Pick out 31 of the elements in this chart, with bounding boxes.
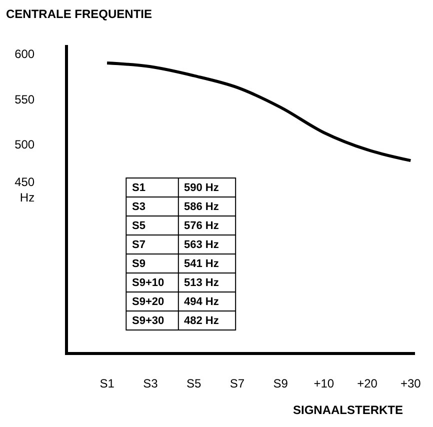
annotation: S1 <box>132 182 146 194</box>
annotation: S9+30 <box>132 315 164 327</box>
x-tick-label: S3 <box>143 376 158 390</box>
annotation: 513 Hz <box>184 277 220 289</box>
annotation: 563 Hz <box>184 239 220 251</box>
annotation: S3 <box>132 201 146 213</box>
x-axis-title: SIGNAALSTERKTE <box>293 403 404 417</box>
annotation: S9+10 <box>132 277 164 289</box>
x-tick-label: S5 <box>186 376 202 390</box>
annotation: 482 Hz <box>184 315 220 327</box>
annotation: S9 <box>132 258 146 270</box>
line-series <box>106 62 412 162</box>
x-tick-label: +20 <box>357 376 378 390</box>
annotation: S7 <box>132 239 146 251</box>
chart-title: CENTRALE FREQUENTIE <box>6 7 152 21</box>
x-tick-label: +30 <box>400 376 422 390</box>
annotation: 586 Hz <box>184 201 220 213</box>
x-tick-label: S1 <box>100 376 115 390</box>
annotation: 590 Hz <box>184 182 220 194</box>
y-tick-label: 450 Hz <box>14 174 35 204</box>
annotation: 494 Hz <box>184 296 220 308</box>
x-tick-label: +10 <box>314 376 334 390</box>
x-tick-label: S9 <box>273 376 288 390</box>
y-tick-label: 600 <box>14 47 35 62</box>
annotation: 541 Hz <box>184 258 220 270</box>
y-tick-label: 550 <box>14 92 35 106</box>
y-tick-label: 500 <box>14 138 35 152</box>
annotation: S9+20 <box>132 296 164 308</box>
annotation: S5 <box>132 220 146 232</box>
annotation: 576 Hz <box>184 220 220 232</box>
x-tick-label: S7 <box>230 376 245 390</box>
